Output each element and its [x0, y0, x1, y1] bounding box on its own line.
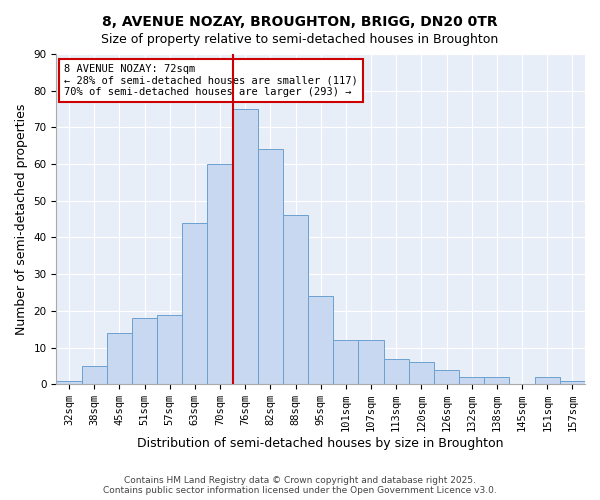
X-axis label: Distribution of semi-detached houses by size in Broughton: Distribution of semi-detached houses by …: [137, 437, 504, 450]
Text: Contains HM Land Registry data © Crown copyright and database right 2025.
Contai: Contains HM Land Registry data © Crown c…: [103, 476, 497, 495]
Text: Size of property relative to semi-detached houses in Broughton: Size of property relative to semi-detach…: [101, 32, 499, 46]
Bar: [383, 358, 409, 384]
Bar: [333, 340, 358, 384]
Bar: [82, 366, 107, 384]
Bar: [107, 333, 132, 384]
Bar: [459, 377, 484, 384]
Bar: [409, 362, 434, 384]
Bar: [484, 377, 509, 384]
Bar: [560, 380, 585, 384]
Bar: [308, 296, 333, 384]
Bar: [56, 380, 82, 384]
Bar: [258, 150, 283, 384]
Bar: [434, 370, 459, 384]
Bar: [233, 109, 258, 384]
Bar: [157, 314, 182, 384]
Text: 8 AVENUE NOZAY: 72sqm
← 28% of semi-detached houses are smaller (117)
70% of sem: 8 AVENUE NOZAY: 72sqm ← 28% of semi-deta…: [64, 64, 358, 97]
Bar: [535, 377, 560, 384]
Bar: [358, 340, 383, 384]
Bar: [132, 318, 157, 384]
Y-axis label: Number of semi-detached properties: Number of semi-detached properties: [15, 104, 28, 335]
Bar: [182, 223, 208, 384]
Bar: [208, 164, 233, 384]
Bar: [283, 216, 308, 384]
Text: 8, AVENUE NOZAY, BROUGHTON, BRIGG, DN20 0TR: 8, AVENUE NOZAY, BROUGHTON, BRIGG, DN20 …: [102, 15, 498, 29]
